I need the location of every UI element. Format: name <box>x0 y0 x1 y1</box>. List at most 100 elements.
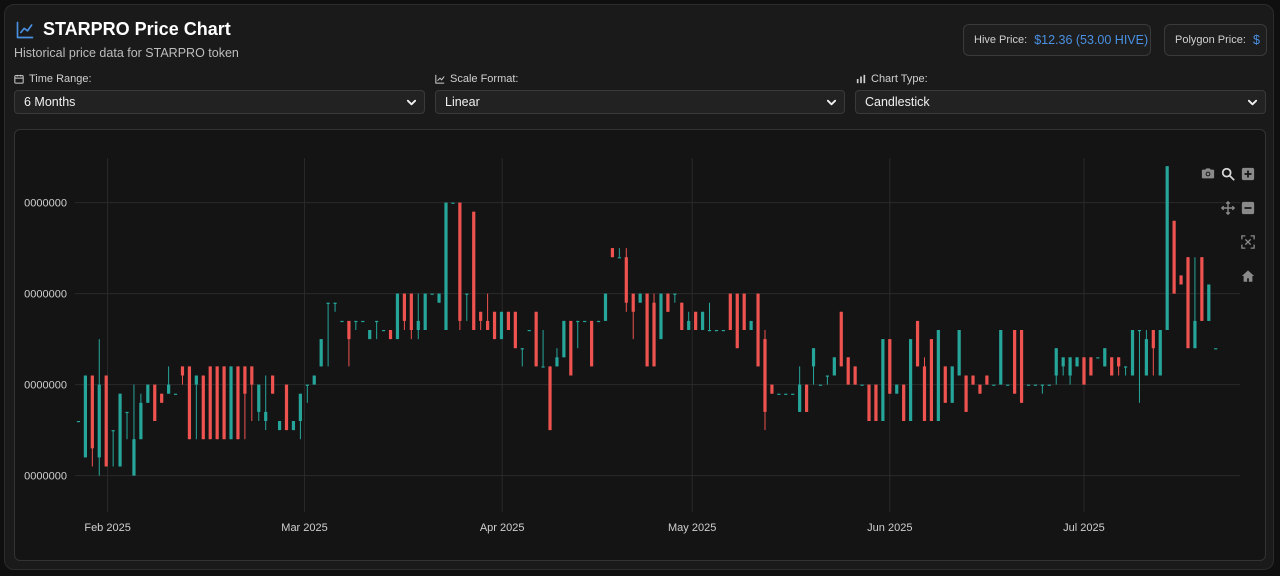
candle <box>395 293 400 340</box>
candle <box>1068 357 1072 385</box>
candle <box>319 339 323 367</box>
candlestick-chart[interactable]: 0000000 0000000 0000000 0000000 Feb 2025 Mar … <box>15 130 1265 560</box>
candle <box>569 320 573 376</box>
candle <box>860 384 864 386</box>
candle <box>1193 257 1197 349</box>
polygon-price-badge: Polygon Price: $ <box>1164 24 1267 56</box>
candle <box>430 293 434 295</box>
zoom-icon[interactable] <box>1220 166 1236 182</box>
candle <box>513 311 517 349</box>
pan-icon[interactable] <box>1220 200 1236 216</box>
candle <box>874 384 878 421</box>
y-tick-label: 0000000 <box>24 289 67 301</box>
candle <box>1054 348 1058 385</box>
candle <box>992 384 996 386</box>
candle <box>229 366 233 440</box>
candle <box>1082 357 1086 385</box>
candle <box>139 393 143 440</box>
zoom-in-icon[interactable] <box>1240 166 1256 182</box>
time-range-select[interactable]: 6 Months <box>14 90 425 114</box>
candle <box>583 320 587 323</box>
polygon-price-label: Polygon Price: <box>1175 34 1246 46</box>
reset-axes-icon[interactable] <box>1240 268 1256 284</box>
candle <box>902 384 906 421</box>
candle <box>638 293 642 303</box>
x-tick-label: Apr 2025 <box>480 522 525 534</box>
candle <box>416 293 420 340</box>
candle <box>423 293 427 330</box>
candle <box>888 339 892 394</box>
scale-format-label-text: Scale Format: <box>450 73 519 85</box>
calendar-icon <box>14 74 24 84</box>
candle <box>215 366 219 440</box>
candle <box>694 311 698 330</box>
chart-type-label: Chart Type: <box>856 73 928 85</box>
candle <box>971 375 975 385</box>
candle <box>936 330 940 421</box>
candle <box>458 202 462 330</box>
candle <box>617 248 621 259</box>
candle <box>1006 384 1010 386</box>
candle <box>354 320 358 330</box>
candle <box>236 366 240 440</box>
candle <box>832 357 836 376</box>
zoom-out-icon[interactable] <box>1240 200 1256 216</box>
candle <box>909 339 913 421</box>
candle <box>603 293 608 321</box>
candle <box>520 348 524 367</box>
camera-icon[interactable] <box>1200 166 1216 182</box>
candle <box>271 375 275 394</box>
candle <box>173 393 178 395</box>
candle <box>791 393 795 395</box>
candle <box>707 302 712 332</box>
candle <box>770 384 774 394</box>
candle <box>728 293 732 330</box>
candle <box>798 366 802 412</box>
candle <box>388 330 393 340</box>
candle <box>985 375 989 385</box>
candle <box>562 320 566 358</box>
candle <box>1117 357 1121 376</box>
candle <box>465 293 469 321</box>
candle <box>180 366 185 385</box>
candle <box>735 293 739 349</box>
candle <box>132 384 136 476</box>
candle <box>1158 330 1162 376</box>
candle <box>957 330 961 376</box>
candle <box>160 393 164 403</box>
candle <box>804 384 809 412</box>
candle <box>111 430 115 467</box>
x-tick-label: Feb 2025 <box>84 522 130 534</box>
candle <box>257 384 261 421</box>
chevron-down-icon <box>1247 99 1258 106</box>
candle <box>714 330 719 332</box>
candle <box>83 375 88 458</box>
chart-panel[interactable]: 0000000 0000000 0000000 0000000 Feb 2025 Mar … <box>14 129 1266 561</box>
candle <box>402 293 406 330</box>
candle <box>97 339 101 476</box>
chart-type-select[interactable]: Candlestick <box>855 90 1266 114</box>
x-tick-label: Mar 2025 <box>281 522 327 534</box>
candle <box>333 302 337 312</box>
candle <box>680 302 684 330</box>
candle <box>541 330 545 368</box>
candle <box>721 330 725 332</box>
candle <box>437 293 441 303</box>
candle <box>964 375 968 412</box>
scale-format-label: Scale Format: <box>435 73 518 85</box>
candle <box>1089 357 1093 376</box>
time-range-value: 6 Months <box>24 95 76 109</box>
candle <box>1047 384 1051 386</box>
candle <box>839 311 843 367</box>
chevron-down-icon <box>406 99 417 106</box>
candle <box>1214 348 1218 350</box>
candle <box>763 330 767 431</box>
autoscale-icon[interactable] <box>1240 234 1256 250</box>
candle <box>777 393 781 395</box>
scale-format-select[interactable]: Linear <box>435 90 845 114</box>
chevron-down-icon <box>826 99 837 106</box>
candle <box>1123 366 1128 376</box>
candle <box>1151 330 1155 376</box>
price-chart-card: STARPRO Price Chart Historical price dat… <box>4 4 1274 570</box>
candle <box>104 375 108 467</box>
